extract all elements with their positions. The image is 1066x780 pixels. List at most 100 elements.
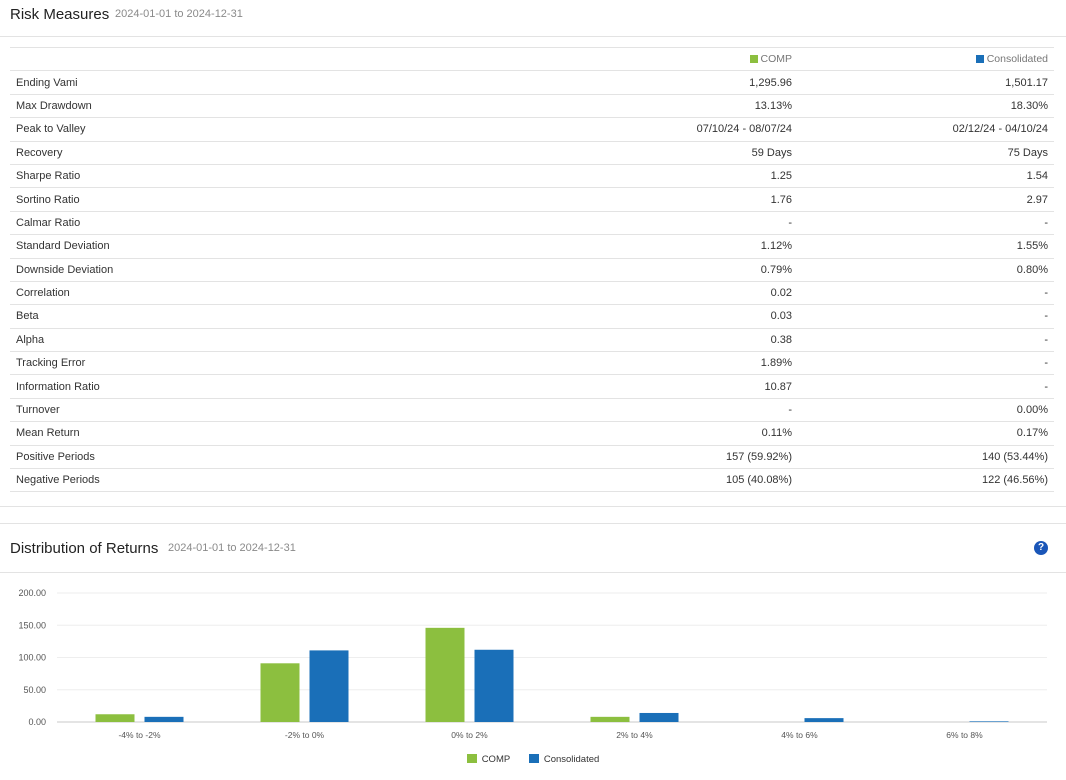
x-tick-label: 4% to 6% bbox=[781, 730, 818, 740]
x-tick-label: -4% to -2% bbox=[118, 730, 160, 740]
consolidated-value: 0.00% bbox=[798, 397, 1054, 422]
x-tick-label: -2% to 0% bbox=[285, 730, 325, 740]
comp-value: 1.89% bbox=[542, 351, 798, 375]
comp-value: 07/10/24 - 08/07/24 bbox=[542, 117, 798, 142]
consolidated-value: 75 Days bbox=[798, 140, 1054, 165]
table-row: Information Ratio 10.87- bbox=[10, 374, 1054, 399]
consolidated-value: - bbox=[798, 304, 1054, 329]
bar[interactable]: Consolidated -2% to 0%: 111 bbox=[309, 650, 349, 722]
table-row: Mean Return 0.11% 0.17% bbox=[10, 421, 1054, 446]
comp-value: 1,295.96 bbox=[542, 70, 798, 95]
comp-value: 0.11% bbox=[542, 421, 798, 446]
bar[interactable]: COMP 2% to 4%: 8 bbox=[590, 716, 630, 722]
comp-value: 1.25 bbox=[542, 163, 798, 188]
bar[interactable]: Consolidated 6% to 8%: 1 bbox=[969, 721, 1009, 722]
consolidated-legend-swatch bbox=[975, 55, 984, 64]
consolidated-value: - bbox=[798, 374, 1054, 399]
bar[interactable]: Consolidated -4% to -2%: 8 bbox=[144, 716, 184, 722]
comp-value: 0.79% bbox=[542, 257, 798, 282]
comp-value: 1.76 bbox=[542, 187, 798, 212]
consolidated-value: 1.55% bbox=[798, 234, 1054, 259]
table-row: Recovery 59 Days 75 Days bbox=[10, 140, 1054, 165]
metric-label: Information Ratio bbox=[10, 374, 542, 399]
metric-label: Recovery bbox=[10, 140, 542, 165]
legend-swatch-comp bbox=[466, 754, 477, 763]
comp-value: 0.03 bbox=[542, 304, 798, 329]
distribution-chart: 0.00 50.00 100.00 150.00 200.00 COMP -4% to -… bbox=[18, 588, 1047, 740]
consolidated-value: 1.54 bbox=[798, 163, 1054, 188]
risk-measures-header: Risk Measures 2024-01-01 to 2024-12-31 bbox=[0, 0, 1066, 37]
question-circle-icon[interactable]: ? bbox=[1034, 541, 1048, 555]
consolidated-value: 140 (53.44%) bbox=[798, 444, 1054, 469]
metric-label: Mean Return bbox=[10, 421, 542, 446]
table-row: Sortino Ratio 1.76 2.97 bbox=[10, 187, 1054, 212]
consolidated-value: - bbox=[798, 280, 1054, 305]
distribution-title: Distribution of Returns bbox=[10, 540, 159, 557]
distribution-header: Distribution of Returns 2024-01-01 to 20… bbox=[0, 523, 1066, 573]
table-row: Positive Periods 157 (59.92%) 140 (53.44%) bbox=[10, 444, 1054, 469]
metric-label: Peak to Valley bbox=[10, 117, 542, 142]
comp-value: 0.38 bbox=[542, 327, 798, 352]
bar[interactable]: Consolidated 2% to 4%: 14 bbox=[639, 712, 679, 722]
chart-legend: COMP Consolidated bbox=[0, 754, 1066, 765]
risk-measures-date-range: 2024-01-01 to 2024-12-31 bbox=[115, 8, 243, 20]
legend-item-consolidated[interactable]: Consolidated bbox=[528, 754, 600, 765]
table-row: Calmar Ratio - - bbox=[10, 210, 1054, 235]
comp-value: - bbox=[542, 397, 798, 422]
metric-label: Tracking Error bbox=[10, 351, 542, 375]
consolidated-value: - bbox=[798, 351, 1054, 375]
comp-value: 105 (40.08%) bbox=[542, 468, 798, 493]
metric-label: Max Drawdown bbox=[10, 93, 542, 118]
comp-value: 0.02 bbox=[542, 280, 798, 305]
metric-label: Standard Deviation bbox=[10, 234, 542, 259]
metric-label: Sharpe Ratio bbox=[10, 163, 542, 188]
comp-value: - bbox=[542, 210, 798, 235]
bar[interactable]: Consolidated 4% to 6%: 6 bbox=[804, 718, 844, 722]
table-row: Correlation 0.02- bbox=[10, 280, 1054, 305]
table-row: Peak to Valley 07/10/24 - 08/07/24 02/12/2… bbox=[10, 117, 1054, 142]
y-tick-label: 100.00 bbox=[18, 653, 46, 663]
comp-column-label: COMP bbox=[760, 53, 793, 66]
table-row: Alpha 0.38- bbox=[10, 327, 1054, 352]
bar[interactable]: COMP -4% to -2%: 12 bbox=[95, 714, 135, 722]
table-row: Standard Deviation 1.12% 1.55% bbox=[10, 234, 1054, 259]
table-row: Downside Deviation 0.79% 0.80% bbox=[10, 257, 1054, 282]
table-row: Turnover -0.00% bbox=[10, 397, 1054, 422]
table-row: Tracking Error 1.89% - bbox=[10, 351, 1054, 375]
x-tick-label: 2% to 4% bbox=[616, 730, 653, 740]
legend-label-consolidated: Consolidated bbox=[543, 754, 600, 765]
bar[interactable]: COMP 0% to 2%: 146 bbox=[425, 627, 465, 722]
comp-value: 10.87 bbox=[542, 374, 798, 399]
risk-measures-table: COMP Consolidated Ending Vami 1,295.96 1,5… bbox=[10, 46, 1054, 493]
x-tick-label: 0% to 2% bbox=[451, 730, 488, 740]
table-row: Sharpe Ratio 1.25 1.54 bbox=[10, 163, 1054, 188]
consolidated-column-label: Consolidated bbox=[986, 53, 1048, 66]
comp-value: 59 Days bbox=[542, 140, 798, 165]
bar[interactable]: COMP -2% to 0%: 91 bbox=[260, 663, 300, 722]
metric-label: Correlation bbox=[10, 280, 542, 305]
distribution-date-range: 2024-01-01 to 2024-12-31 bbox=[168, 542, 296, 554]
consolidated-value: 122 (46.56%) bbox=[798, 468, 1054, 493]
metric-label: Alpha bbox=[10, 327, 542, 352]
metric-label: Downside Deviation bbox=[10, 257, 542, 282]
risk-table-header-row: COMP Consolidated bbox=[10, 46, 1054, 71]
consolidated-value: 0.80% bbox=[798, 257, 1054, 282]
comp-value: 1.12% bbox=[542, 234, 798, 259]
x-tick-label: 6% to 8% bbox=[946, 730, 983, 740]
legend-item-comp[interactable]: COMP bbox=[466, 754, 511, 765]
comp-column-header: COMP bbox=[542, 46, 798, 71]
table-row: Ending Vami 1,295.96 1,501.17 bbox=[10, 70, 1054, 95]
y-tick-label: 150.00 bbox=[18, 620, 46, 630]
consolidated-value: 0.17% bbox=[798, 421, 1054, 446]
bar[interactable]: Consolidated 0% to 2%: 112 bbox=[474, 649, 514, 722]
section-divider bbox=[0, 506, 1066, 524]
metric-label: Calmar Ratio bbox=[10, 210, 542, 235]
metric-label: Beta bbox=[10, 304, 542, 329]
y-tick-label: 0.00 bbox=[28, 717, 46, 727]
legend-label-comp: COMP bbox=[481, 754, 511, 765]
comp-value: 157 (59.92%) bbox=[542, 444, 798, 469]
table-row: Beta 0.03- bbox=[10, 304, 1054, 329]
metric-label: Ending Vami bbox=[10, 70, 542, 95]
metric-label: Negative Periods bbox=[10, 468, 542, 493]
table-row: Negative Periods 105 (40.08%) 122 (46.56%) bbox=[10, 468, 1054, 493]
